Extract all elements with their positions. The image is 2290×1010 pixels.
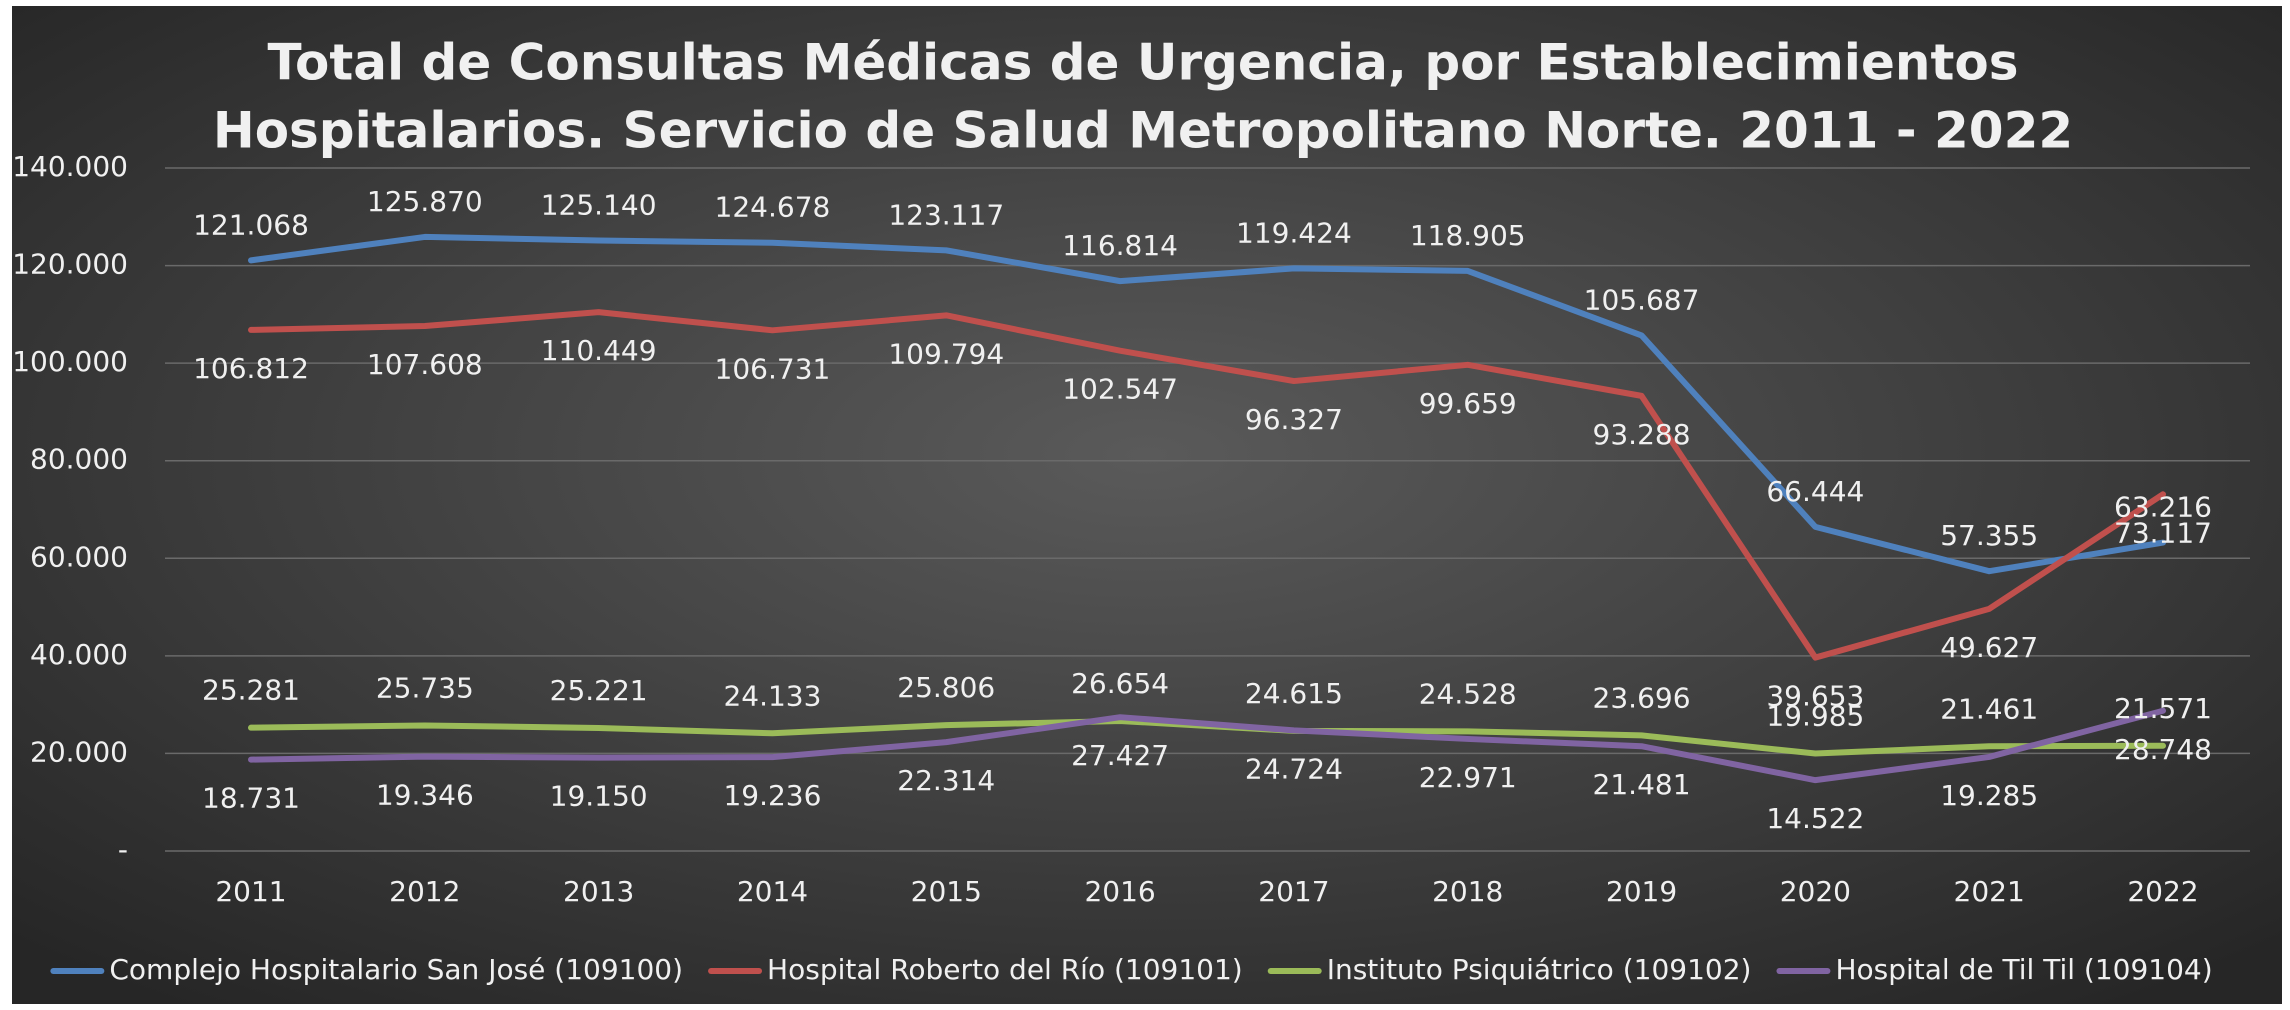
x-tick-label: 2022: [2127, 875, 2198, 908]
data-label: 24.133: [723, 679, 821, 712]
data-label: 27.427: [1071, 739, 1169, 772]
x-tick-label: 2019: [1606, 875, 1677, 908]
x-tick-label: 2018: [1432, 875, 1503, 908]
data-label: 19.236: [723, 779, 821, 812]
data-label: 14.522: [1766, 802, 1864, 835]
data-label: 49.627: [1940, 631, 2038, 664]
data-label: 119.424: [1236, 216, 1352, 249]
data-label: 22.314: [897, 764, 995, 797]
y-tick-label: 140.000: [12, 150, 128, 183]
series-line: [248, 309, 2166, 661]
y-tick-label: 80.000: [30, 443, 128, 476]
data-label: 22.971: [1419, 761, 1517, 794]
data-label: 66.444: [1766, 475, 1864, 508]
y-tick-label: 20.000: [30, 735, 128, 768]
series-line: [248, 233, 2166, 575]
x-tick-label: 2020: [1780, 875, 1851, 908]
data-label: 23.696: [1593, 681, 1691, 714]
data-label: 28.748: [2114, 733, 2212, 766]
x-tick-label: 2015: [911, 875, 982, 908]
data-label: 19.285: [1940, 779, 2038, 812]
data-label: 25.806: [897, 671, 995, 704]
y-tick-label: 40.000: [30, 638, 128, 671]
data-label: 24.724: [1245, 752, 1343, 785]
x-tick-label: 2017: [1258, 875, 1329, 908]
data-label: 116.814: [1062, 229, 1178, 262]
data-label: 106.731: [715, 352, 831, 385]
data-label: 18.731: [202, 782, 300, 815]
data-label: 99.659: [1419, 387, 1517, 420]
data-label: 25.221: [550, 674, 648, 707]
x-tick-label: 2014: [737, 875, 808, 908]
data-label: 25.735: [376, 671, 474, 704]
y-tick-label: -: [118, 833, 128, 866]
data-label: 105.687: [1584, 283, 1700, 316]
x-tick-label: 2011: [215, 875, 286, 908]
data-label: 121.068: [193, 208, 309, 241]
y-tick-label: 60.000: [30, 540, 128, 573]
data-label: 124.678: [715, 191, 831, 224]
x-tick-label: 2016: [1084, 875, 1155, 908]
data-label: 123.117: [888, 198, 1004, 231]
data-label: 21.461: [1940, 692, 2038, 725]
legend-label: Hospital Roberto del Río (109101): [767, 953, 1243, 986]
data-label: 24.615: [1245, 677, 1343, 710]
data-label: 118.905: [1410, 219, 1526, 252]
data-label: 110.449: [541, 334, 657, 367]
y-tick-label: 100.000: [12, 345, 128, 378]
legend-label: Hospital de Til Til (109104): [1835, 953, 2212, 986]
data-label: 125.870: [367, 185, 483, 218]
legend-label: Instituto Psiquiátrico (109102): [1327, 953, 1752, 986]
data-label: 102.547: [1062, 373, 1178, 406]
data-label: 24.528: [1419, 677, 1517, 710]
data-label: 73.117: [2114, 516, 2212, 549]
x-tick-label: 2012: [389, 875, 460, 908]
data-label: 63.216: [2114, 491, 2212, 524]
data-label: 19.985: [1766, 700, 1864, 733]
data-label: 93.288: [1593, 418, 1691, 451]
data-label: 106.812: [193, 352, 309, 385]
data-label: 125.140: [541, 188, 657, 221]
data-label: 21.481: [1593, 768, 1691, 801]
y-tick-label: 120.000: [12, 248, 128, 281]
data-label: 25.281: [202, 674, 300, 707]
data-label: 107.608: [367, 348, 483, 381]
data-label: 57.355: [1940, 519, 2038, 552]
data-label: 21.571: [2114, 692, 2212, 725]
chart-background: [12, 6, 2282, 1004]
data-label: 109.794: [888, 337, 1004, 370]
legend-label: Complejo Hospitalario San José (109100): [109, 953, 683, 986]
chart-title: Total de Consultas Médicas de Urgencia, …: [268, 34, 2019, 92]
data-label: 96.327: [1245, 403, 1343, 436]
data-label: 39.653: [1766, 680, 1864, 713]
x-tick-label: 2013: [563, 875, 634, 908]
data-label: 19.150: [550, 780, 648, 813]
data-label: 19.346: [376, 779, 474, 812]
chart-title: Hospitalarios. Servicio de Salud Metropo…: [213, 102, 2073, 160]
data-label: 26.654: [1071, 667, 1169, 700]
x-tick-label: 2021: [1954, 875, 2025, 908]
series-line: [248, 707, 2166, 784]
